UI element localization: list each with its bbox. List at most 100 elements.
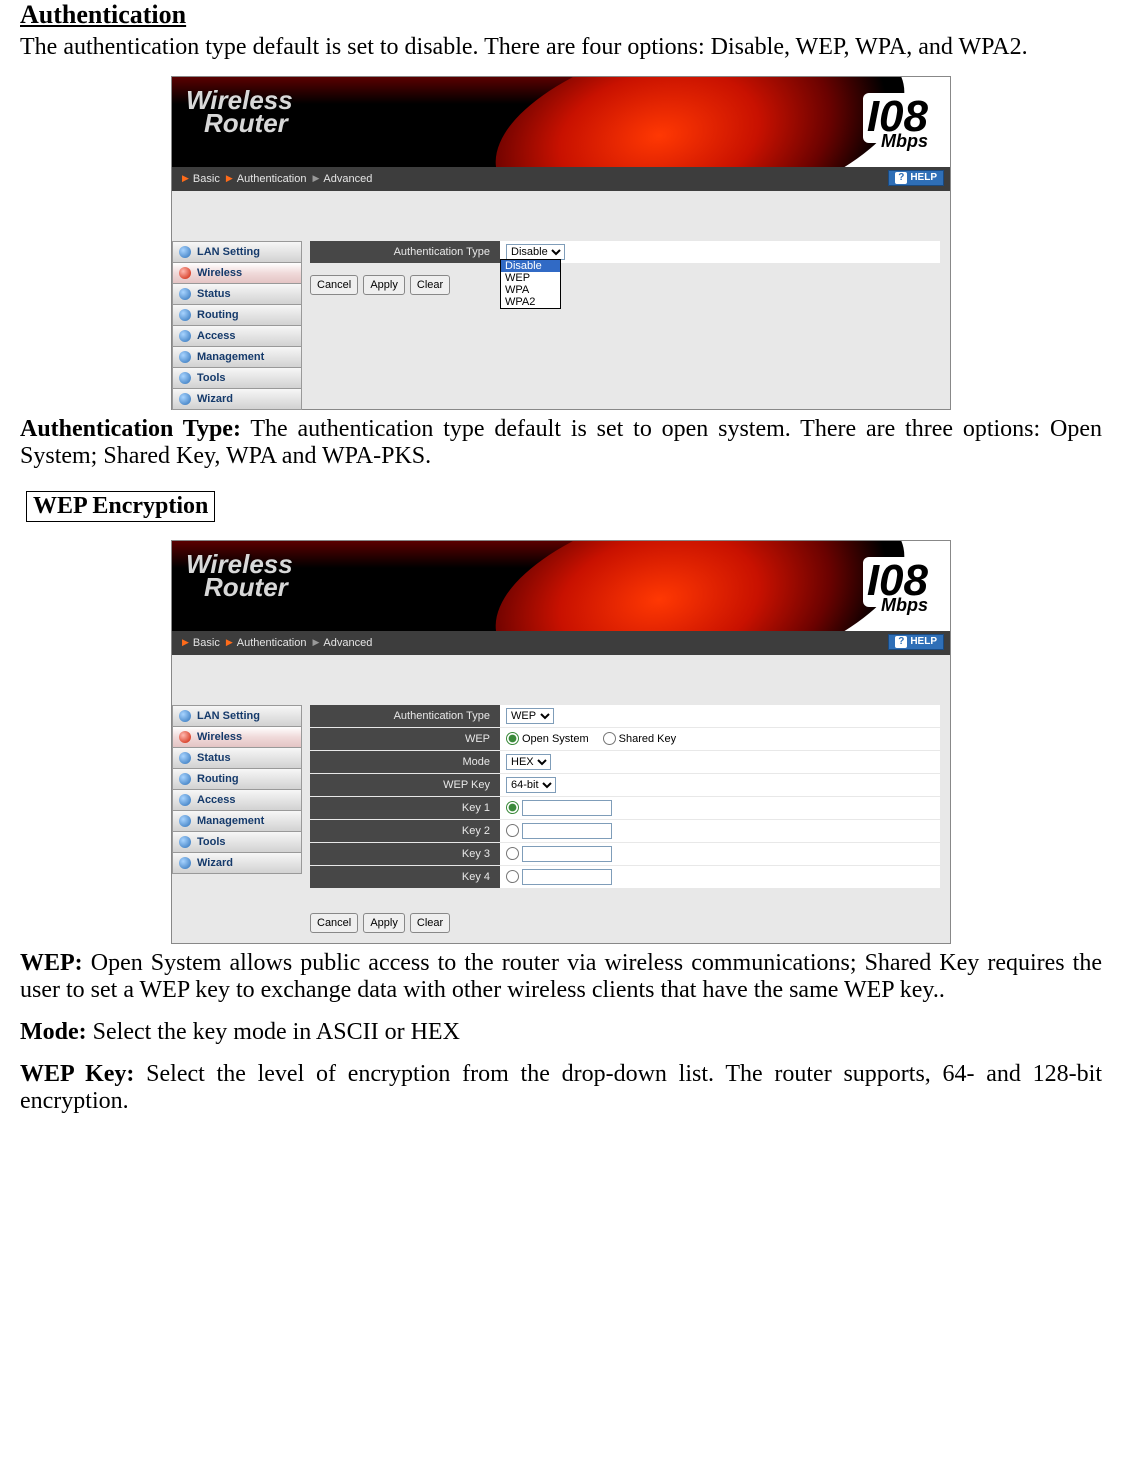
cancel-button[interactable]: Cancel <box>310 275 358 295</box>
label-auth-type: Authentication Type <box>310 241 500 263</box>
nav-item-label: LAN Setting <box>197 246 260 258</box>
bullet-icon <box>179 752 191 764</box>
auth-type-dropdown-list[interactable]: DisableWEPWPAWPA2 <box>500 259 561 309</box>
bullet-icon <box>179 836 191 848</box>
bullet-icon <box>179 815 191 827</box>
chevron-right-icon: ▶ <box>312 637 319 648</box>
screenshot-wep-settings: WirelessRouter I08 Mbps ▶ Basic ▶ Authen… <box>171 540 951 944</box>
bullet-icon <box>179 351 191 363</box>
nav-item-lan-setting[interactable]: LAN Setting <box>172 241 302 263</box>
nav-item-wizard[interactable]: Wizard <box>172 388 302 410</box>
wep-key-select[interactable]: 64-bit <box>506 777 556 793</box>
sidebar-nav: LAN Setting WirelessStatus Routing Access Ma… <box>172 191 302 409</box>
label-key2: Key 2 <box>310 820 500 842</box>
apply-button[interactable]: Apply <box>363 275 405 295</box>
key2-radio[interactable] <box>506 824 519 837</box>
dropdown-option-wpa2[interactable]: WPA2 <box>501 296 560 308</box>
clear-button[interactable]: Clear <box>410 275 450 295</box>
key3-radio[interactable] <box>506 847 519 860</box>
bullet-icon <box>179 246 191 258</box>
nav-item-status[interactable]: Status <box>172 747 302 769</box>
cancel-button[interactable]: Cancel <box>310 913 358 933</box>
crumb-basic[interactable]: Basic <box>193 173 220 185</box>
chevron-right-icon: ▶ <box>312 173 319 184</box>
bullet-icon <box>179 309 191 321</box>
banner-title: WirelessRouter <box>186 89 293 136</box>
help-button[interactable]: ?HELP <box>888 170 944 186</box>
para-auth-type: Authentication Type: The authentication … <box>20 416 1102 471</box>
para-wep-key: WEP Key: Select the level of encryption … <box>20 1061 1102 1116</box>
nav-item-status[interactable]: Status <box>172 283 302 305</box>
para-auth-intro: The authentication type default is set t… <box>20 34 1102 62</box>
apply-button[interactable]: Apply <box>363 913 405 933</box>
bullet-icon <box>179 773 191 785</box>
help-button[interactable]: ?HELP <box>888 634 944 650</box>
crumb-authentication[interactable]: Authentication <box>237 637 307 649</box>
nav-item-management[interactable]: Management <box>172 346 302 368</box>
key4-input[interactable] <box>522 869 612 885</box>
nav-item-routing[interactable]: Routing <box>172 304 302 326</box>
crumb-advanced[interactable]: Advanced <box>323 637 372 649</box>
nav-item-access[interactable]: Access <box>172 789 302 811</box>
key4-radio[interactable] <box>506 870 519 883</box>
dropdown-option-wep[interactable]: WEP <box>501 272 560 284</box>
bullet-icon <box>179 288 191 300</box>
label-wep-key: WEP Key <box>310 774 500 796</box>
clear-button[interactable]: Clear <box>410 913 450 933</box>
chevron-right-icon: ▶ <box>182 637 189 648</box>
key1-radio[interactable] <box>506 801 519 814</box>
bullet-icon <box>179 372 191 384</box>
bullet-icon <box>179 794 191 806</box>
chevron-right-icon: ▶ <box>226 637 233 648</box>
nav-item-wizard[interactable]: Wizard <box>172 852 302 874</box>
bullet-icon <box>179 330 191 342</box>
label-key3: Key 3 <box>310 843 500 865</box>
nav-item-label: Wizard <box>197 857 233 869</box>
banner-speed-unit: Mbps <box>881 131 928 152</box>
button-row: Cancel Apply Clear <box>310 275 940 295</box>
help-icon: ? <box>895 172 907 184</box>
dropdown-option-disable[interactable]: Disable <box>501 260 560 272</box>
bullet-icon <box>179 731 191 743</box>
button-row: Cancel Apply Clear <box>310 913 940 933</box>
nav-item-label: Routing <box>197 309 239 321</box>
nav-item-tools[interactable]: Tools <box>172 831 302 853</box>
nav-item-wireless[interactable]: Wireless <box>172 262 302 284</box>
nav-item-wireless[interactable]: Wireless <box>172 726 302 748</box>
field-wep-mode: Open System Shared Key <box>500 728 940 750</box>
auth-type-select[interactable]: WEP <box>506 708 554 724</box>
key2-input[interactable] <box>522 823 612 839</box>
nav-item-routing[interactable]: Routing <box>172 768 302 790</box>
help-icon: ? <box>895 636 907 648</box>
nav-item-label: Management <box>197 815 264 827</box>
nav-item-tools[interactable]: Tools <box>172 367 302 389</box>
screenshot-auth-disable: WirelessRouter I08 Mbps ▶ Basic ▶ Authen… <box>171 76 951 410</box>
chevron-right-icon: ▶ <box>182 173 189 184</box>
key1-input[interactable] <box>522 800 612 816</box>
para-mode: Mode: Select the key mode in ASCII or HE… <box>20 1019 1102 1047</box>
nav-item-management[interactable]: Management <box>172 810 302 832</box>
bullet-icon <box>179 267 191 279</box>
key3-input[interactable] <box>522 846 612 862</box>
crumb-advanced[interactable]: Advanced <box>323 173 372 185</box>
label-key1: Key 1 <box>310 797 500 819</box>
nav-item-lan-setting[interactable]: LAN Setting <box>172 705 302 727</box>
router-banner: WirelessRouter I08 Mbps <box>172 541 950 631</box>
crumb-authentication[interactable]: Authentication <box>237 173 307 185</box>
nav-item-label: Tools <box>197 372 226 384</box>
wep-open-radio[interactable] <box>506 732 519 745</box>
auth-type-select[interactable]: Disable <box>506 244 565 260</box>
crumb-basic[interactable]: Basic <box>193 637 220 649</box>
label-wep: WEP <box>310 728 500 750</box>
wep-shared-radio[interactable] <box>603 732 616 745</box>
nav-item-label: Management <box>197 351 264 363</box>
breadcrumb-bar: ▶ Basic ▶ Authentication ▶ Advanced ?HEL… <box>172 167 950 191</box>
mode-select[interactable]: HEX <box>506 754 551 770</box>
dropdown-option-wpa[interactable]: WPA <box>501 284 560 296</box>
nav-item-label: Tools <box>197 836 226 848</box>
nav-item-access[interactable]: Access <box>172 325 302 347</box>
heading-wep-encryption: WEP Encryption <box>26 491 215 522</box>
label-mode: Mode <box>310 751 500 773</box>
nav-item-label: Wireless <box>197 731 242 743</box>
nav-item-label: Access <box>197 330 236 342</box>
